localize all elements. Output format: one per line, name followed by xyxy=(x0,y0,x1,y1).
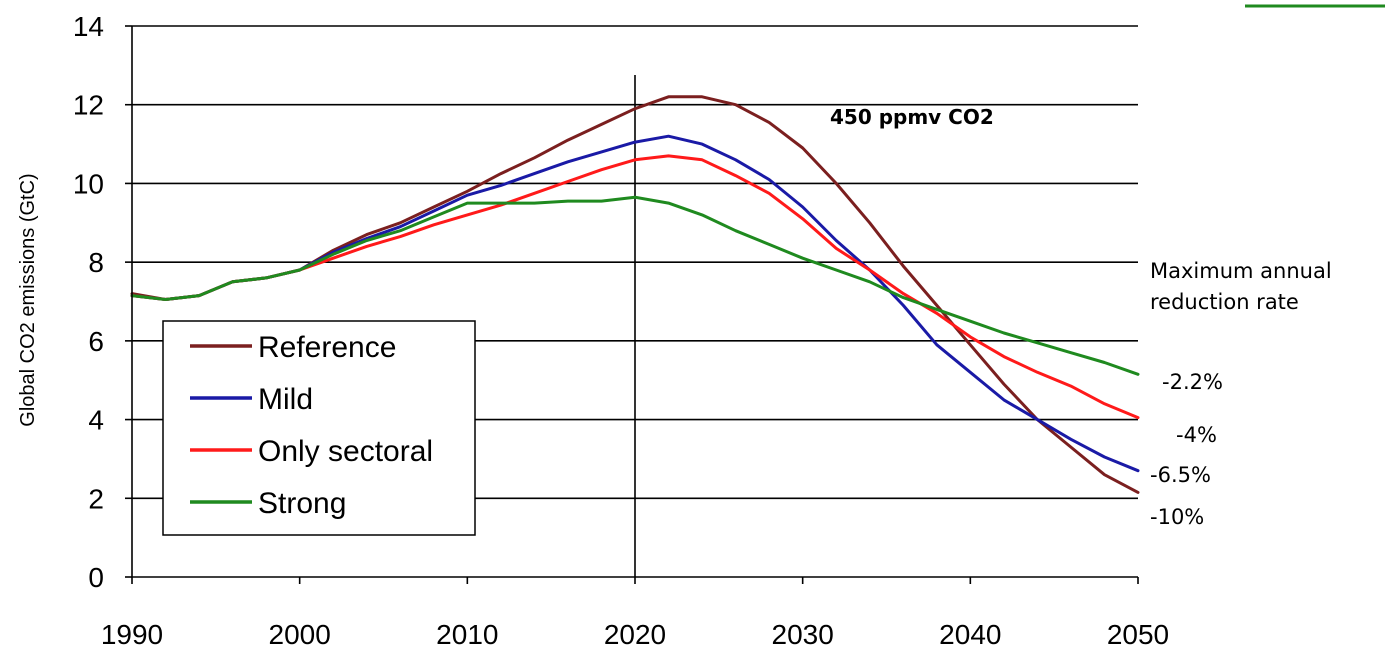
x-tick-label-1990: 1990 xyxy=(101,619,163,647)
y-tick-label-14: 14 xyxy=(73,11,104,42)
y-tick-label-10: 10 xyxy=(73,168,104,199)
legend-label-strong: Strong xyxy=(258,487,346,520)
rate-header-line1: Maximum annual xyxy=(1150,259,1332,283)
y-tick-label-2: 2 xyxy=(88,483,104,514)
y-tick-labels: 0 2 4 6 8 10 12 14 xyxy=(73,11,132,593)
y-tick-label-6: 6 xyxy=(88,326,104,357)
y-tick-label-0: 0 xyxy=(88,562,104,593)
rate-label-reference: -10% xyxy=(1150,505,1204,529)
rate-label-strong: -2.2% xyxy=(1162,370,1223,394)
y-tick-label-8: 8 xyxy=(88,247,104,278)
legend-items: Reference Mild Only sectoral Strong xyxy=(190,331,433,520)
scenario-annotation: 450 ppmv CO2 xyxy=(830,105,994,129)
legend-box xyxy=(162,320,476,536)
legend-label-only-sectoral: Only sectoral xyxy=(258,435,433,468)
x-tick-label-2030: 2030 xyxy=(772,619,834,647)
legend-label-mild: Mild xyxy=(258,383,313,416)
series-lines xyxy=(130,95,1140,494)
y-axis-label: Global CO2 emissions (GtC) xyxy=(17,173,39,426)
rate-label-mild: -6.5% xyxy=(1150,463,1211,487)
rate-labels: -10% -6.5% -4% -2.2% xyxy=(1150,370,1223,529)
legend-label-reference: Reference xyxy=(258,331,396,364)
x-tick-label-2050: 2050 xyxy=(1107,619,1169,647)
rate-label-only-sectoral: -4% xyxy=(1176,423,1217,447)
y-tick-label-12: 12 xyxy=(73,90,104,121)
x-tick-label-2010: 2010 xyxy=(436,619,498,647)
x-tick-label-2000: 2000 xyxy=(269,619,331,647)
x-tick-label-2020: 2020 xyxy=(604,619,666,647)
legend: Reference Mild Only sectoral Strong xyxy=(162,320,476,536)
x-tick-labels: 1990 2000 2010 2020 2030 2040 2050 xyxy=(101,577,1169,647)
y-tick-label-4: 4 xyxy=(88,405,104,436)
rate-header-line2: reduction rate xyxy=(1150,290,1299,314)
series-line-strong xyxy=(130,195,1140,376)
x-tick-label-2040: 2040 xyxy=(939,619,1001,647)
